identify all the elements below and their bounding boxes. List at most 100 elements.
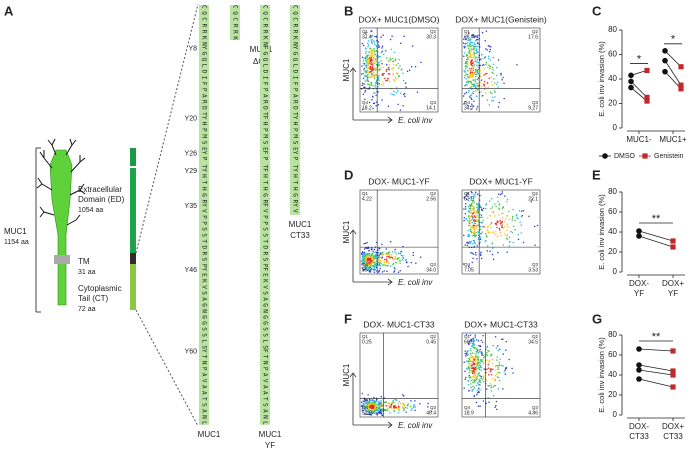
data-point — [670, 368, 676, 374]
flow-event — [475, 45, 477, 48]
flow-event — [467, 365, 470, 368]
flow-event — [489, 223, 491, 226]
flow-event — [393, 63, 395, 66]
flow-event — [472, 385, 474, 388]
flow-event — [388, 406, 391, 408]
significance: ** — [652, 213, 661, 225]
flow-event — [365, 56, 367, 58]
quadrant-name: Q1 — [464, 191, 471, 196]
flow-event — [393, 271, 395, 273]
sequence-column — [260, 5, 270, 425]
axis-arrow — [349, 372, 393, 429]
y-tick-label: 60 — [608, 50, 617, 59]
flow-event — [377, 264, 379, 266]
flow-event — [467, 63, 469, 66]
flow-event — [467, 265, 470, 268]
flow-event — [508, 358, 510, 361]
flow-event — [412, 251, 415, 254]
flow-event — [402, 394, 404, 396]
flow-event — [474, 242, 477, 245]
flow-event — [490, 222, 493, 224]
flow-event — [378, 406, 380, 409]
flow-event — [471, 34, 473, 37]
flow-event — [475, 234, 477, 237]
flow-event — [363, 268, 366, 271]
flow-event — [362, 72, 365, 75]
pair-line — [664, 71, 682, 90]
flow-event — [473, 84, 475, 87]
flow-event — [490, 46, 492, 48]
flow-event — [491, 358, 493, 361]
flow-event — [477, 390, 480, 393]
flow-event — [482, 207, 485, 210]
legend-label: Genistein — [654, 153, 684, 160]
flow-event — [470, 203, 473, 205]
flow-event — [473, 45, 475, 48]
flow-event — [377, 55, 379, 57]
flow-event — [465, 67, 467, 70]
flow-event — [471, 352, 474, 354]
flow-event — [477, 42, 479, 45]
flow-event — [486, 226, 489, 229]
flow-event — [474, 73, 477, 76]
flow-event — [479, 75, 482, 78]
flow-event — [468, 89, 470, 92]
flow-event — [370, 83, 373, 85]
flow-event — [468, 360, 471, 363]
data-point — [628, 72, 634, 79]
flow-event — [397, 75, 400, 77]
flow-event — [502, 76, 504, 79]
flow-event — [371, 63, 374, 65]
flow-event — [394, 267, 396, 270]
sequence-segment: Y — [201, 116, 208, 120]
data-point — [670, 384, 676, 390]
y-tick-label: 40 — [608, 227, 617, 236]
flow-event — [465, 355, 467, 357]
flow-event — [464, 46, 467, 48]
x-tick-label: CT33 — [663, 432, 683, 441]
flow-event — [472, 209, 475, 212]
flow-event — [401, 406, 404, 409]
flow-event — [366, 71, 368, 73]
flow-event — [486, 250, 489, 252]
flow-event — [518, 210, 521, 212]
flow-event — [407, 403, 410, 405]
flow-event — [472, 34, 474, 37]
flow-event — [394, 251, 396, 253]
flow-event — [480, 254, 482, 257]
flow-event — [469, 67, 471, 70]
flow-event — [468, 47, 470, 49]
flow-event — [472, 253, 475, 255]
flow-event — [476, 45, 478, 48]
flow-event — [370, 59, 372, 61]
flow-event — [398, 58, 400, 61]
flow-event — [489, 369, 492, 371]
flow-event — [370, 63, 373, 66]
flow-event — [489, 67, 491, 70]
flow-event — [476, 108, 478, 110]
flow-event — [495, 205, 497, 208]
y-tick-label: 80 — [608, 187, 617, 196]
flow-event — [402, 256, 404, 259]
flow-event — [474, 39, 477, 42]
flow-event — [488, 64, 490, 67]
flow-event — [514, 219, 516, 221]
flow-event — [373, 41, 376, 43]
flow-event — [479, 405, 481, 407]
flow-event — [464, 212, 467, 215]
flow-event — [373, 396, 375, 399]
flow-event — [364, 402, 366, 404]
flow-event — [508, 236, 511, 238]
glycans — [36, 138, 86, 226]
flow-event — [381, 259, 384, 261]
x-tick-label: MUC1+ — [659, 135, 687, 144]
flow-event — [370, 74, 372, 77]
flow-event — [472, 216, 474, 219]
flow-event — [470, 64, 473, 66]
flow-event — [363, 403, 365, 406]
flow-event — [374, 257, 377, 259]
flow-event — [472, 201, 474, 204]
flow-event — [473, 210, 476, 213]
flow-event — [388, 80, 391, 83]
flow-event — [389, 240, 392, 243]
